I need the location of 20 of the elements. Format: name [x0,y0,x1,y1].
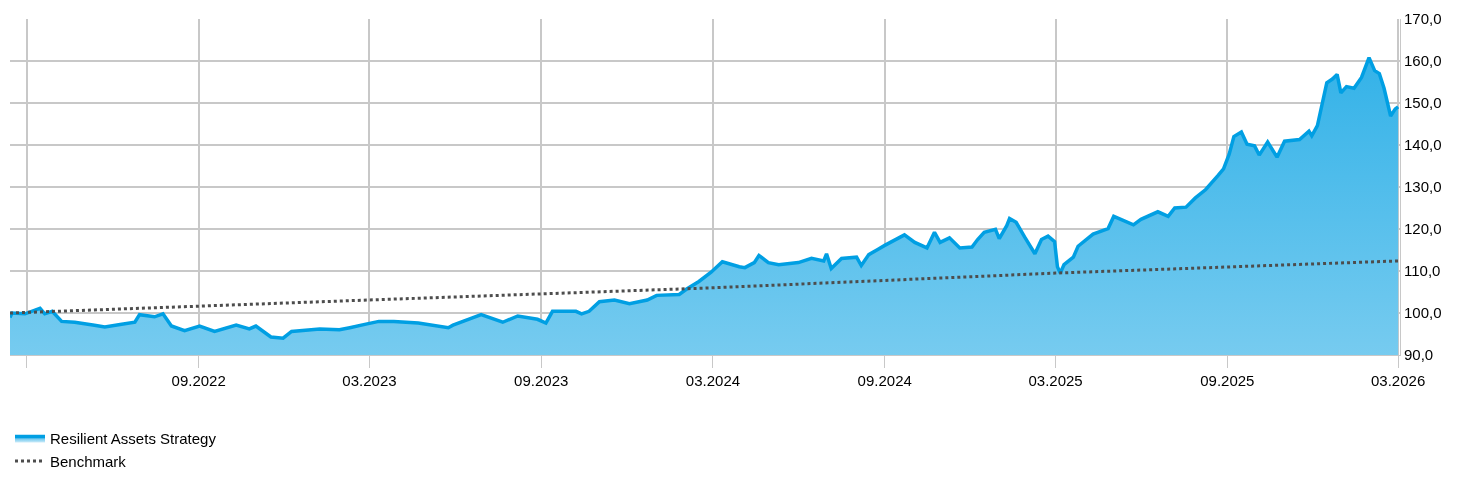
x-tick-label: 03.2026 [1371,372,1426,389]
x-tick-label: 03.2025 [1028,372,1083,389]
x-tick-label: 03.2024 [685,372,741,389]
y-tick-label: 90,0 [1404,346,1434,364]
x-tick-label: 03.2023 [342,372,397,389]
y-tick-label: 170,0 [1404,10,1442,28]
y-tick-label: 160,0 [1404,52,1442,70]
y-tick-label: 150,0 [1404,94,1442,112]
y-tick-label: 110,0 [1404,262,1441,280]
y-tick-label: 130,0 [1404,178,1442,196]
x-tick-label: 09.2023 [514,372,569,389]
legend-label: Benchmark [50,452,127,470]
x-tick-label: 09.2024 [857,372,912,389]
x-tick-label: 09.2025 [1200,372,1255,389]
y-tick-label: 140,0 [1404,136,1442,154]
legend-label: Resilient Assets Strategy [50,430,217,448]
x-tick-label: 09.2022 [171,372,226,389]
line-series [10,259,1400,315]
y-tick-label: 100,0 [1404,304,1442,322]
y-tick-label: 120,0 [1404,220,1442,238]
